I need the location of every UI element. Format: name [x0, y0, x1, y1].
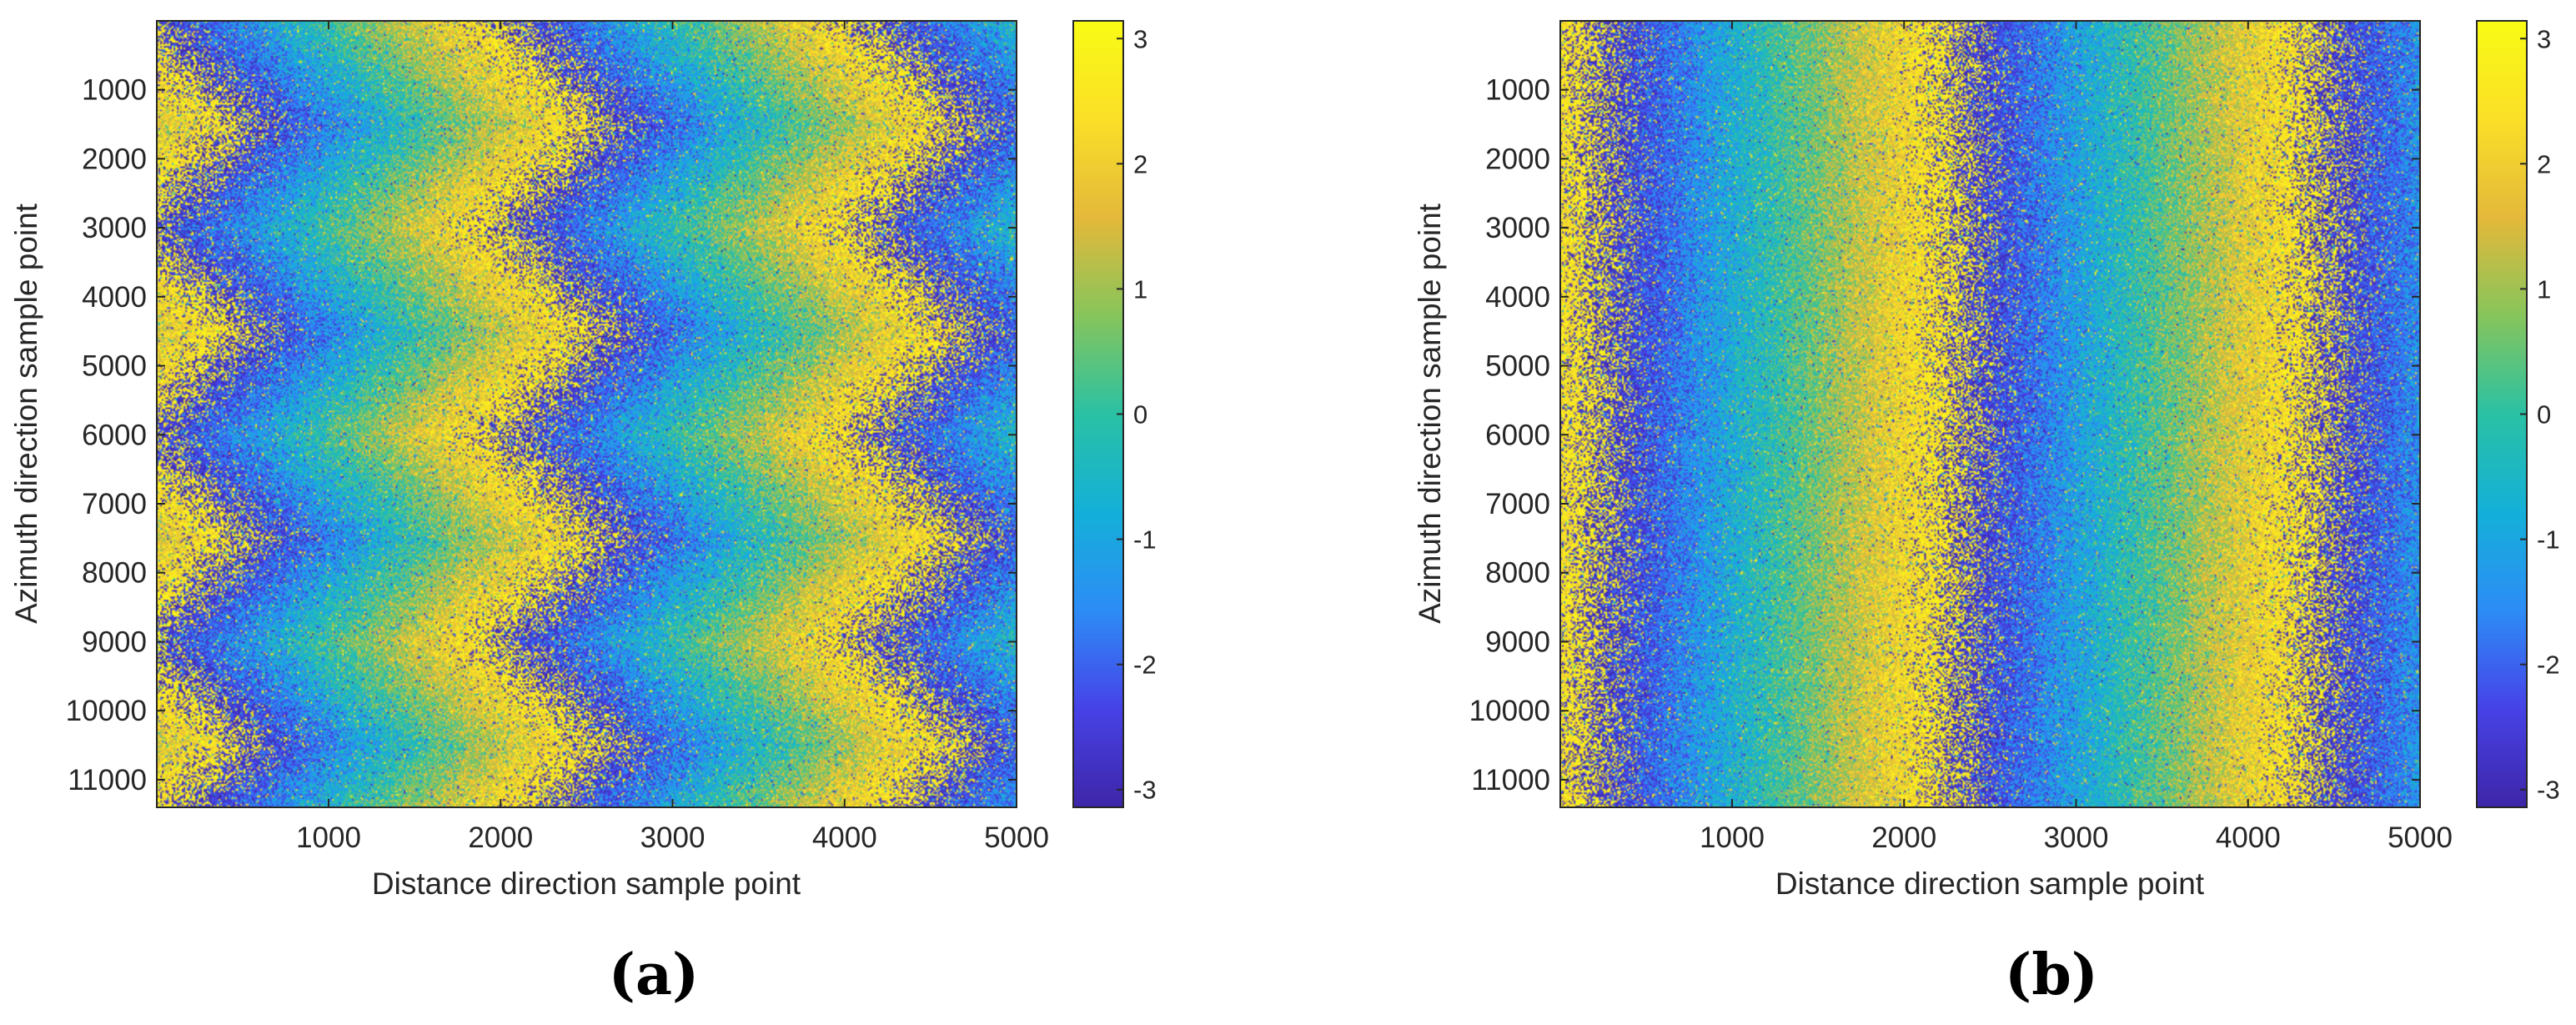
colorbar-tick-label: -3: [2537, 776, 2560, 805]
phase-map-a: [157, 21, 1017, 807]
colorbar-tick-label: 0: [2537, 400, 2551, 430]
y-tick-label: 8000: [82, 557, 147, 590]
y-tick-label: 4000: [82, 281, 147, 314]
y-axis-b: 1000 2000 3000 4000 5000 6000 7000 8000 9000 1000…: [1469, 74, 2420, 796]
x-tick-label: 3000: [2044, 822, 2109, 854]
x-tick-label: 5000: [2388, 822, 2453, 854]
x-axis-a: 1000 2000 3000 4000 5000: [296, 21, 1049, 854]
y-tick-label: 3000: [82, 212, 147, 244]
y-tick-label: 2000: [1485, 143, 1550, 175]
y-axis-title-b: Azimuth direction sample point: [1413, 203, 1447, 624]
plot-frame-a: [156, 20, 1017, 808]
y-tick-label: 1000: [82, 74, 147, 107]
y-tick-label: 10000: [1469, 695, 1550, 727]
phase-map-b: [1560, 21, 2420, 807]
x-axis-title-b: Distance direction sample point: [1775, 867, 2205, 901]
colorbar-b: [2477, 21, 2527, 807]
x-tick-label: 5000: [984, 822, 1049, 854]
caption-a: (a): [609, 942, 699, 1008]
colorbar-tick-label: -1: [2537, 525, 2560, 555]
colorbar-tick-label: 2: [2537, 149, 2551, 178]
y-tick-label: 11000: [1471, 764, 1550, 796]
x-tick-label: 4000: [2216, 822, 2281, 854]
y-tick-label: 1000: [1485, 74, 1550, 107]
y-tick-label: 6000: [1485, 419, 1550, 451]
colorbar-tick-label: -3: [1133, 776, 1157, 805]
x-tick-label: 4000: [812, 822, 877, 854]
colorbar-tick-label: 1: [1133, 274, 1147, 304]
x-tick-label: 2000: [468, 822, 533, 854]
colorbar-a: [1073, 21, 1123, 807]
y-tick-label: 5000: [82, 350, 147, 383]
panel-b: 1000 2000 3000 4000 5000 1000 2000 3000 4000 500…: [1413, 20, 2560, 1008]
plot-frame-b: [1559, 20, 2421, 808]
y-tick-label: 10000: [66, 695, 147, 727]
colorbar-tick-label: 3: [2537, 24, 2551, 53]
colorbar-tick-label: 3: [1133, 24, 1147, 53]
colorbar-tick-label: -2: [2537, 651, 2560, 680]
y-tick-label: 2000: [82, 143, 147, 175]
x-tick-label: 1000: [296, 822, 361, 854]
y-tick-label: 5000: [1485, 350, 1550, 383]
x-axis-b: 1000 2000 3000 4000 5000: [1700, 21, 2453, 854]
x-tick-label: 2000: [1871, 822, 1936, 854]
y-tick-label: 3000: [1485, 212, 1550, 244]
colorbar-tick-label: 1: [2537, 274, 2551, 304]
y-axis-title-a: Azimuth direction sample point: [9, 203, 43, 624]
colorbar-tick-label: 0: [1133, 400, 1147, 430]
y-tick-label: 11000: [68, 764, 147, 796]
colorbar-tick-label: 2: [1133, 149, 1147, 178]
y-tick-label: 6000: [82, 419, 147, 451]
colorbar-tick-label: -1: [1133, 525, 1157, 555]
y-tick-label: 7000: [1485, 488, 1550, 520]
y-axis-a: 1000 2000 3000 4000 5000 6000 7000 8000 9000 1000…: [66, 74, 1017, 796]
y-tick-label: 8000: [1485, 557, 1550, 590]
panel-a: 1000 2000 3000 4000 5000 1000 2000 3000 4000 500…: [9, 20, 1157, 1008]
y-tick-label: 4000: [1485, 281, 1550, 314]
caption-b: (b): [2005, 942, 2098, 1008]
colorbar-tick-label: -2: [1133, 651, 1157, 680]
colorbar-ticks-b: -3 -2 -1 0 1 2 3: [2520, 24, 2560, 805]
colorbar-ticks-a: -3 -2 -1 0 1 2 3: [1117, 24, 1157, 805]
y-tick-label: 9000: [82, 626, 147, 658]
y-tick-label: 9000: [1485, 626, 1550, 658]
y-tick-label: 7000: [82, 488, 147, 520]
x-axis-title-a: Distance direction sample point: [372, 867, 801, 901]
x-tick-label: 3000: [640, 822, 706, 854]
x-tick-label: 1000: [1700, 822, 1765, 854]
